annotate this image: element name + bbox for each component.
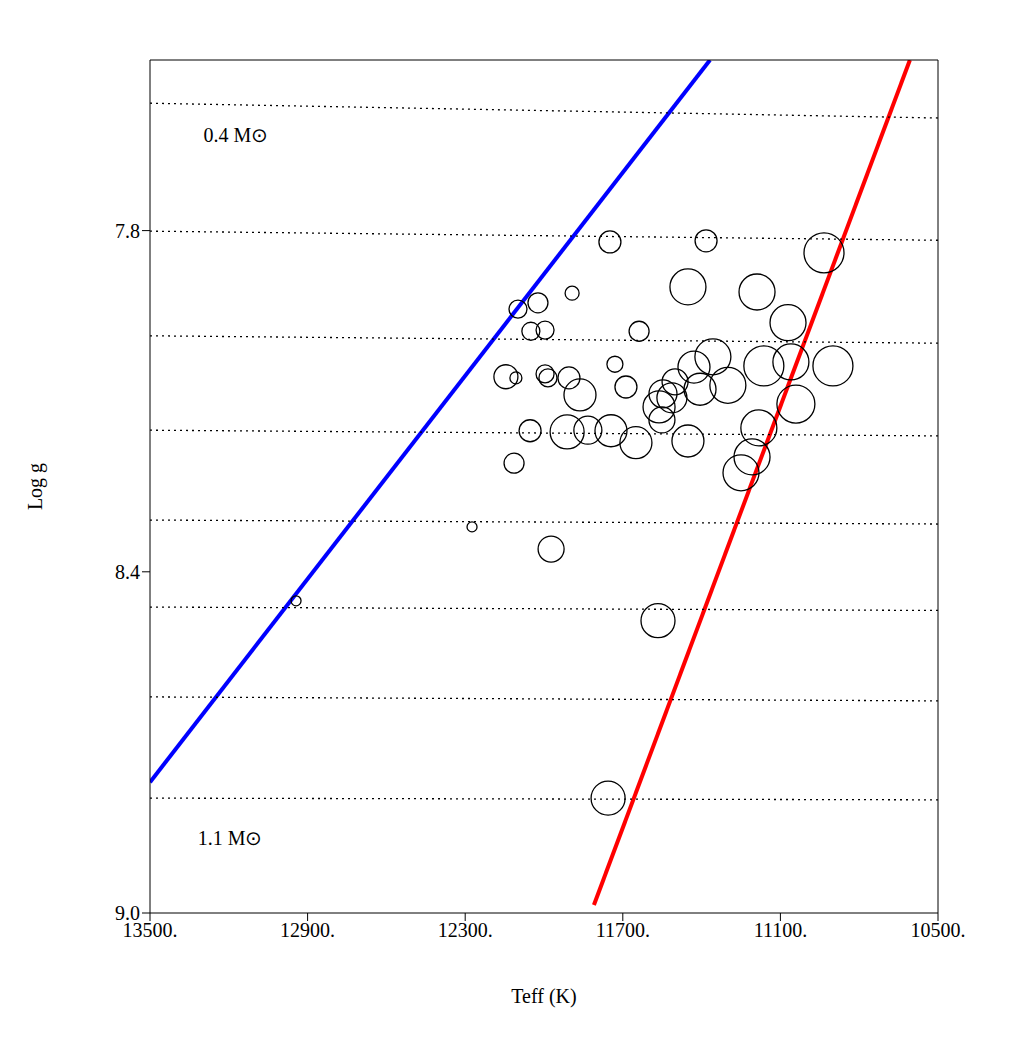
svg-text:Log g: Log g <box>24 463 47 510</box>
svg-text:13500.: 13500. <box>122 919 178 942</box>
svg-text:12900.: 12900. <box>280 919 335 941</box>
svg-text:9.0: 9.0 <box>115 902 140 924</box>
svg-text:12300.: 12300. <box>438 919 493 941</box>
svg-text:10500.: 10500. <box>911 919 966 941</box>
svg-text:11700.: 11700. <box>596 919 650 941</box>
svg-text:11100.: 11100. <box>754 919 808 941</box>
svg-text:1.1 M⊙: 1.1 M⊙ <box>198 827 263 849</box>
svg-text:Teff (K): Teff (K) <box>511 985 576 1008</box>
svg-text:0.4 M⊙: 0.4 M⊙ <box>203 124 268 146</box>
svg-text:7.8: 7.8 <box>115 220 140 242</box>
svg-text:8.4: 8.4 <box>115 561 140 583</box>
